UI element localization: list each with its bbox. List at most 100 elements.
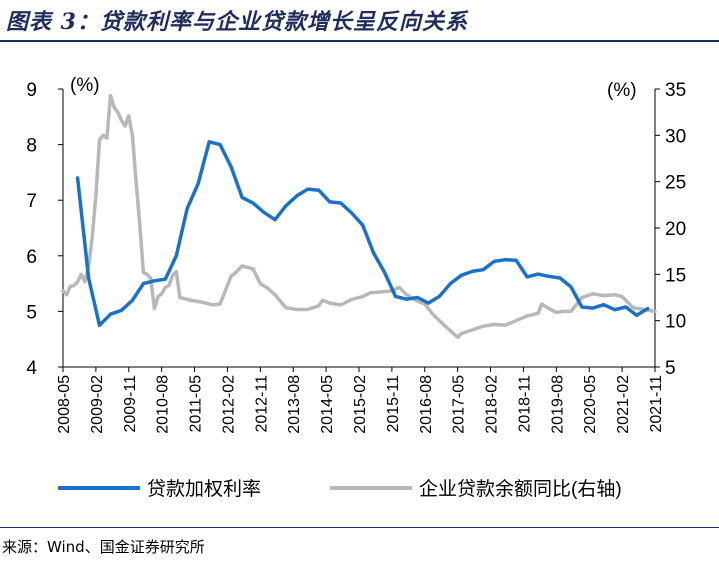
point-corporate-loan-growth [229, 274, 233, 278]
point-loan-rate [152, 279, 156, 283]
point-corporate-loan-growth [284, 306, 288, 310]
left-tick-label: 9 [26, 80, 37, 101]
point-corporate-loan-growth [580, 296, 584, 299]
point-loan-rate [76, 176, 80, 180]
point-corporate-loan-growth [178, 296, 182, 299]
point-corporate-loan-growth [141, 271, 145, 274]
x-tick-label: 2019-08 [549, 375, 566, 434]
right-unit-label: (%) [607, 80, 637, 101]
right-tick-label: 20 [665, 219, 686, 240]
point-corporate-loan-growth [492, 322, 496, 326]
point-loan-rate [602, 303, 606, 307]
point-corporate-loan-growth [94, 194, 98, 198]
point-loan-rate [295, 194, 299, 198]
source-note: 来源：Wind、国金证券研究所 [2, 538, 205, 556]
point-loan-rate [525, 275, 529, 279]
x-tick-label: 2011-05 [188, 375, 205, 433]
point-loan-rate [547, 274, 551, 278]
point-corporate-loan-growth [258, 282, 262, 286]
x-tick-label: 2008-05 [56, 375, 73, 434]
x-tick-label: 2015-11 [385, 375, 402, 433]
x-tick-label: 2018-02 [484, 375, 501, 434]
point-corporate-loan-growth [456, 335, 460, 339]
right-tick-label: 30 [665, 126, 686, 147]
point-loan-rate [372, 251, 376, 255]
point-corporate-loan-growth [416, 299, 419, 303]
point-corporate-loan-growth [317, 304, 321, 308]
point-corporate-loan-growth [149, 276, 153, 280]
x-tick-label: 2010-08 [155, 375, 172, 434]
point-corporate-loan-growth [266, 286, 270, 290]
point-loan-rate [361, 223, 365, 227]
point-loan-rate [426, 301, 430, 305]
point-corporate-loan-growth [295, 308, 299, 311]
point-loan-rate [635, 313, 639, 317]
point-loan-rate [240, 195, 244, 199]
point-corporate-loan-growth [101, 133, 105, 137]
x-tick-label: 2016-08 [418, 375, 435, 434]
point-loan-rate [448, 282, 452, 286]
x-tick-label: 2021-02 [615, 375, 632, 434]
left-tick-label: 5 [26, 302, 37, 323]
point-corporate-loan-growth [437, 319, 441, 323]
point-corporate-loan-growth [152, 307, 156, 311]
right-tick-label: 25 [665, 173, 686, 194]
x-tick-label: 2012-11 [253, 375, 270, 433]
series-line-corporate-loan-growth [61, 93, 657, 340]
point-loan-rate [196, 182, 200, 185]
right-tick-label: 35 [665, 80, 686, 101]
point-loan-rate [591, 306, 595, 310]
point-loan-rate [328, 200, 332, 204]
point-corporate-loan-growth [620, 295, 624, 299]
point-corporate-loan-growth [397, 285, 401, 289]
point-corporate-loan-growth [339, 303, 343, 307]
point-loan-rate [87, 276, 91, 280]
point-loan-rate [503, 258, 507, 262]
point-corporate-loan-growth [138, 221, 142, 225]
point-loan-rate [459, 273, 463, 277]
point-corporate-loan-growth [569, 309, 573, 313]
left-unit-label: (%) [70, 75, 100, 96]
point-corporate-loan-growth [61, 289, 65, 293]
right-tick-label: 15 [665, 265, 686, 286]
left-tick-label: 6 [26, 247, 37, 268]
point-loan-rate [109, 312, 112, 316]
point-loan-rate [569, 285, 573, 289]
point-corporate-loan-growth [83, 280, 87, 284]
point-loan-rate [185, 207, 189, 210]
point-corporate-loan-growth [405, 293, 408, 297]
point-corporate-loan-growth [459, 332, 463, 336]
point-corporate-loan-growth [481, 324, 485, 328]
point-corporate-loan-growth [613, 293, 617, 297]
point-corporate-loan-growth [233, 271, 237, 275]
point-corporate-loan-growth [120, 119, 123, 122]
point-loan-rate [207, 140, 211, 144]
point-loan-rate [492, 259, 496, 263]
point-corporate-loan-growth [547, 307, 551, 311]
point-corporate-loan-growth [156, 295, 160, 299]
point-corporate-loan-growth [554, 310, 558, 314]
point-corporate-loan-growth [240, 264, 244, 268]
point-loan-rate [163, 277, 167, 281]
point-corporate-loan-growth [218, 302, 222, 306]
point-corporate-loan-growth [514, 319, 518, 323]
point-corporate-loan-growth [160, 292, 164, 296]
point-loan-rate [558, 276, 562, 280]
title-rule [0, 40, 719, 42]
point-corporate-loan-growth [189, 298, 193, 302]
point-corporate-loan-growth [76, 280, 80, 284]
point-loan-rate [437, 294, 441, 298]
point-loan-rate [130, 298, 134, 302]
point-corporate-loan-growth [90, 235, 94, 239]
point-corporate-loan-growth [163, 285, 167, 289]
point-corporate-loan-growth [211, 303, 215, 307]
point-corporate-loan-growth [306, 308, 310, 311]
dual-axis-line-chart: 4 5 6 7 8 9 5 10 15 20 25 30 35 (%) (%) 2008-05 2009-02 2… [26, 75, 686, 500]
point-loan-rate [120, 308, 123, 312]
legend-label-loan-rate: 贷款加权利率 [147, 478, 261, 500]
series-layer [61, 93, 657, 340]
figure-title: 图表 3：贷款利率与企业贷款增长呈反向关系 [6, 9, 468, 35]
point-corporate-loan-growth [321, 298, 324, 302]
right-tick-label: 10 [665, 312, 686, 333]
point-loan-rate [624, 305, 628, 309]
